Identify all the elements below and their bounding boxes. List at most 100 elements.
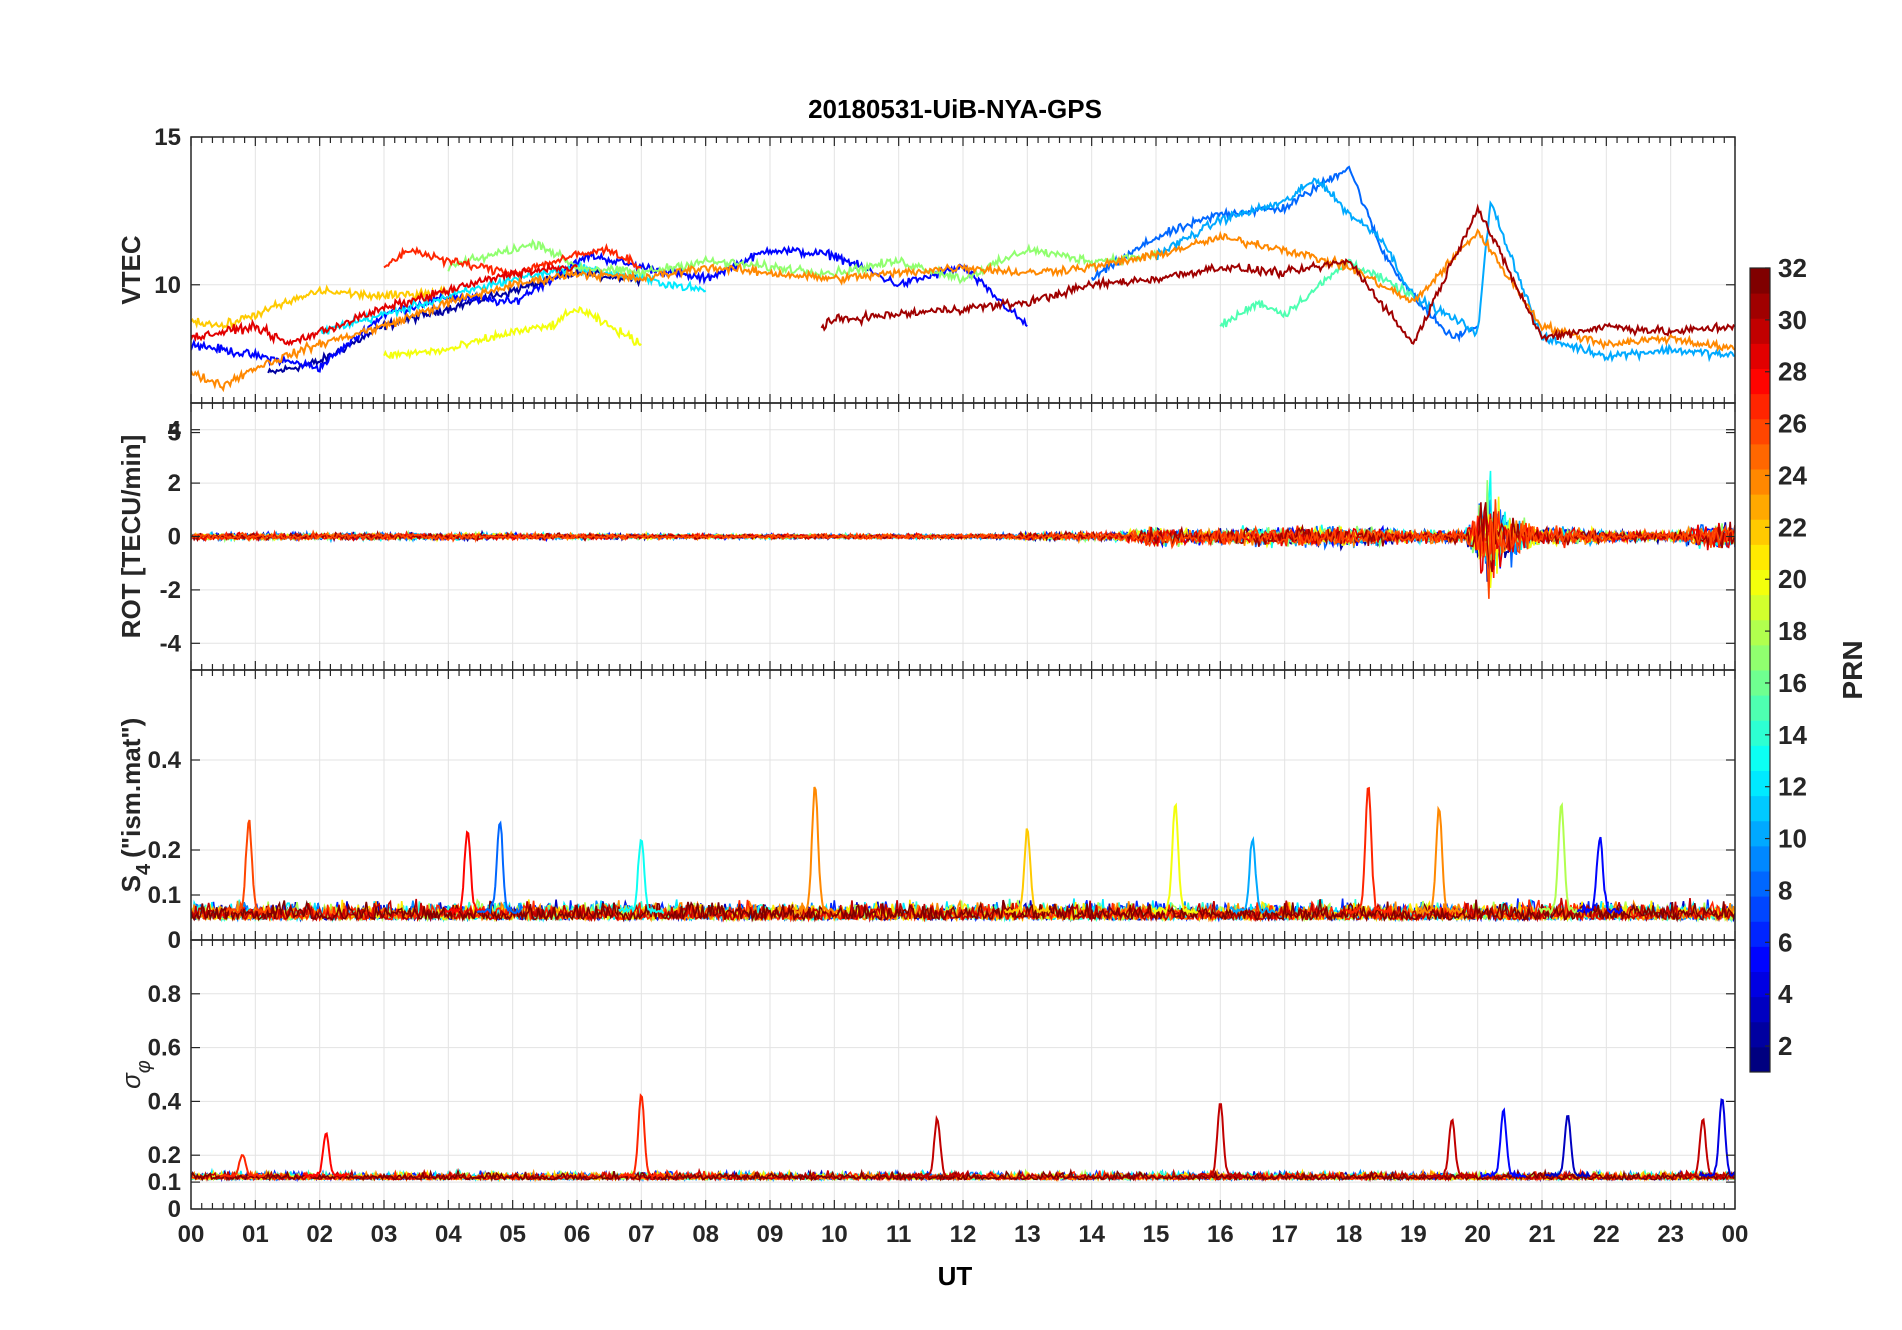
- scint-series-prn32: [191, 1167, 1735, 1183]
- colorbar-segment: [1750, 393, 1770, 420]
- y-axis-label-sub: φ: [133, 1060, 155, 1073]
- vtec-series-prn17: [447, 238, 1157, 285]
- panel-S4: 0 0.1 0.2 0.4 S4 ("ism.mat"): [116, 669, 1736, 954]
- colorbar-tick-label: 14: [1778, 720, 1807, 750]
- y-axis-label-main: σ: [116, 1072, 146, 1089]
- colorbar-tick-label: 20: [1778, 564, 1807, 594]
- vtec-series-prn24: [191, 228, 1735, 393]
- colorbar-segment: [1750, 820, 1770, 847]
- colorbar-segment: [1750, 1021, 1770, 1048]
- x-tick-label: 22: [1593, 1221, 1620, 1248]
- peak-prn8: [476, 820, 524, 915]
- colorbar-segment: [1750, 268, 1770, 294]
- peak-prn13: [618, 838, 665, 915]
- x-tick-label: 12: [950, 1221, 977, 1248]
- peak-prn30: [1428, 1118, 1475, 1178]
- peak-prn5: [1479, 1107, 1526, 1179]
- x-tick-label: 16: [1207, 1221, 1234, 1248]
- x-tick-label: 23: [1657, 1221, 1684, 1248]
- rot-series-prn26: [191, 499, 1735, 599]
- scint-series-prn32: [191, 899, 1735, 923]
- y-axis-label-sub: 4: [133, 863, 155, 875]
- y-tick-label: 0.6: [148, 1035, 181, 1062]
- y-tick-label: 0: [168, 927, 181, 954]
- x-tick-label: 17: [1271, 1221, 1298, 1248]
- data-group: [191, 1093, 1735, 1183]
- vtec-series-prn31: [820, 203, 1735, 345]
- y-tick-label: -4: [160, 630, 182, 657]
- y-tick-label: 10: [154, 272, 181, 299]
- peak-prn28: [302, 1132, 349, 1178]
- peak-prn30: [1197, 1103, 1244, 1179]
- y-tick-label: 0.1: [148, 882, 181, 909]
- peak-prn18: [1538, 801, 1585, 916]
- colorbar-tick-label: 10: [1778, 824, 1807, 854]
- x-tick-label: 00: [178, 1221, 205, 1248]
- colorbar-segment: [1750, 544, 1770, 570]
- colorbar-frame: [1749, 267, 1771, 1073]
- peak-prn5: [1576, 836, 1624, 916]
- peak-prn27: [618, 1093, 665, 1179]
- y-tick-label: 0.1: [148, 1169, 181, 1196]
- colorbar-segment: [1750, 946, 1770, 972]
- colorbar-tick-label: 24: [1778, 460, 1807, 490]
- colorbar-segment: [1750, 845, 1770, 872]
- peak-prn30: [1679, 1117, 1727, 1179]
- x-tick-label: 21: [1529, 1221, 1556, 1248]
- data-group: [191, 165, 1735, 393]
- peak-prn24: [791, 786, 838, 916]
- colorbar-segment: [1750, 795, 1770, 822]
- y-axis-label: σφ: [116, 1060, 155, 1089]
- colorbar-tick-label: 32: [1778, 253, 1807, 283]
- colorbar-segment: [1750, 871, 1770, 897]
- colorbar-tick-label: 18: [1778, 616, 1807, 646]
- colorbar-tick-label: 26: [1778, 409, 1807, 439]
- x-tick-label: 00: [1722, 1221, 1749, 1248]
- colorbar-segment: [1750, 469, 1770, 495]
- peak-prn22: [1003, 828, 1051, 914]
- y-tick-label: 4: [168, 417, 182, 444]
- peak-prn27: [219, 1154, 265, 1178]
- colorbar-segment: [1750, 971, 1770, 998]
- peak-prn26: [225, 819, 272, 916]
- colorbar-segment: [1750, 494, 1770, 520]
- data-group: [191, 786, 1735, 923]
- x-tick-label: 18: [1336, 1221, 1363, 1248]
- x-tick-label: 10: [821, 1221, 848, 1248]
- colorbar-segment: [1750, 418, 1770, 445]
- colorbar-tick-label: 22: [1778, 512, 1807, 542]
- colorbar-tick-label: 30: [1778, 305, 1807, 335]
- y-tick-label: 0: [168, 524, 181, 551]
- y-tick-label: 0.4: [148, 747, 182, 774]
- x-tick-label: 08: [692, 1221, 719, 1248]
- colorbar-label: PRN: [1837, 640, 1868, 699]
- colorbar-segment: [1750, 745, 1770, 771]
- colorbar-segment: [1750, 996, 1770, 1023]
- y-axis-label-main: S: [116, 875, 146, 892]
- panel-sigma_phi: 00.10.2 0.4 0.6 0.8 σφ: [116, 939, 1736, 1223]
- x-tick-label: 19: [1400, 1221, 1427, 1248]
- colorbar-tick-label: 16: [1778, 668, 1807, 698]
- panel-ROT: -4 -2 0 2 4 ROT [TECU/min]: [116, 402, 1736, 671]
- vtec-series-prn29: [191, 261, 578, 347]
- figure-title: 20180531-UiB-NYA-GPS: [808, 94, 1102, 124]
- y-tick-label: 0.2: [148, 1142, 181, 1169]
- colorbar-segment: [1750, 368, 1770, 395]
- colorbar-segment: [1750, 519, 1770, 545]
- y-tick-label: 15: [154, 124, 181, 151]
- x-tick-label: 15: [1143, 1221, 1170, 1248]
- colorbar-segment: [1750, 443, 1770, 470]
- peak-prn10: [1229, 836, 1276, 915]
- peak-prn24: [1416, 805, 1463, 916]
- x-tick-label: 07: [628, 1221, 655, 1248]
- colorbar-segment: [1750, 619, 1770, 646]
- peak-prn28: [444, 830, 491, 916]
- colorbar-tick-label: 8: [1778, 875, 1792, 905]
- vtec-series-prn20: [383, 305, 642, 361]
- y-tick-label: 0.4: [148, 1088, 182, 1115]
- y-axis-label: ROT [TECU/min]: [116, 435, 146, 639]
- x-tick-label: 14: [1078, 1221, 1105, 1248]
